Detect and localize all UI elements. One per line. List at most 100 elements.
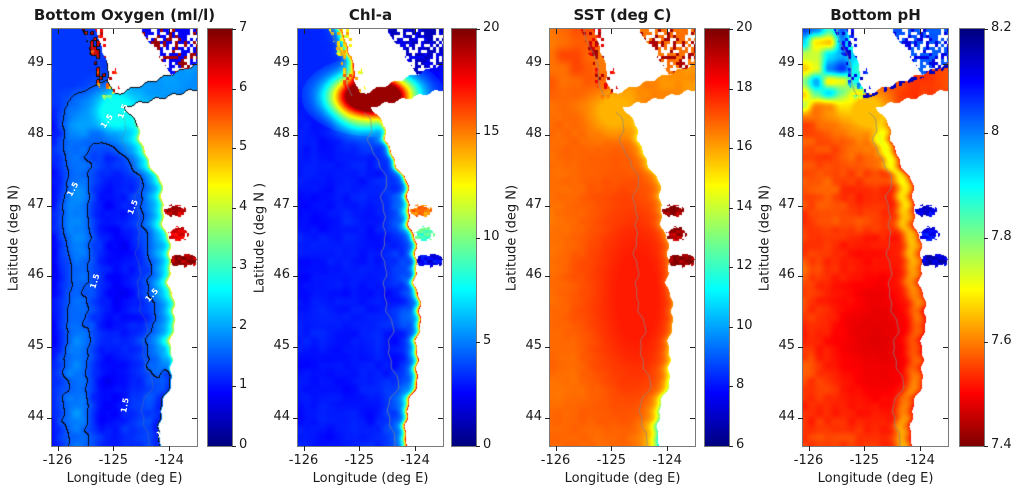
tick-mark [293,276,298,278]
tick-mark [864,29,866,34]
colorbar-tick-mark [729,386,733,388]
tick-mark [690,135,695,137]
colorbar-tick-label: 7 [239,20,248,35]
colorbar-tick-label: 14 [736,198,753,214]
tick-mark [545,347,550,349]
colorbar-tick-mark [476,29,480,30]
colorbar-tick-label: 3 [239,258,248,274]
colorbar-tick-mark [476,237,480,239]
tick-mark [545,276,550,278]
colorbar-tick-mark [232,267,236,269]
tick-mark [798,347,803,349]
y-tick-label: 48 [27,126,44,142]
y-tick-label: 47 [27,196,44,212]
colorbar-tick-label: 15 [483,124,500,140]
y-tick-label: 45 [27,338,44,354]
colorbar-tick-mark [984,446,988,447]
colorbar-tick-label: 8.2 [991,20,1012,35]
x-tick-label: -125 [849,453,880,468]
tick-mark [169,446,171,451]
tick-mark [943,417,948,419]
colorbar-tick-label: 8 [736,377,745,393]
colorbar-tick-mark [984,237,988,239]
tick-mark [690,205,695,207]
tick-mark [47,347,52,349]
y-tick-label: 46 [778,267,795,283]
colorbar-tick-mark [984,29,988,30]
y-tick-label: 44 [778,408,795,424]
tick-mark [47,205,52,207]
y-tick-label: 46 [525,267,542,283]
tick-mark [667,29,669,34]
tick-mark [943,64,948,66]
tick-mark [555,29,557,34]
tick-mark [113,446,115,451]
tick-mark [359,446,361,451]
tick-mark [943,276,948,278]
heatmap-canvas-ph [803,29,948,446]
tick-mark [943,205,948,207]
colorbar-tick-mark [984,133,988,135]
tick-mark [415,29,417,34]
tick-mark [798,417,803,419]
colorbar-tick-mark [729,267,733,269]
tick-mark [690,347,695,349]
tick-mark [438,135,443,137]
x-axis-label: Longitude (deg E) [564,471,681,486]
colorbar-tick-mark [729,326,733,328]
tick-mark [47,417,52,419]
colorbar-tick-mark [984,341,988,343]
x-tick-label: -125 [98,453,129,468]
colorbar-tick-mark [729,207,733,209]
tick-mark [47,64,52,66]
tick-mark [798,276,803,278]
y-tick-label: 47 [273,196,290,212]
colorbar-tick-mark [729,29,733,30]
y-tick-label: 48 [778,126,795,142]
tick-mark [438,417,443,419]
x-tick-label: -124 [905,453,935,468]
tick-mark [192,205,197,207]
x-axis-label: Longitude (deg E) [312,471,429,486]
tick-mark [545,417,550,419]
tick-mark [438,347,443,349]
colorbar-tick-label: 0 [239,437,248,452]
tick-mark [438,205,443,207]
tick-mark [545,135,550,137]
colorbar-tick-label: 7.4 [991,437,1012,452]
tick-mark [415,446,417,451]
tick-mark [943,347,948,349]
tick-mark [192,135,197,137]
colorbar-tick-label: 1 [239,377,248,393]
y-tick-label: 46 [273,267,290,283]
colorbar-tick-label: 4 [239,198,248,214]
y-tick-label: 44 [525,408,542,424]
tick-mark [808,29,810,34]
colorbar-tick-mark [476,133,480,135]
tick-mark [438,64,443,66]
colorbar-tick-label: 7.8 [991,228,1012,244]
tick-mark [169,29,171,34]
panel-title-sst: SST (deg C) [573,6,672,24]
tick-mark [303,446,305,451]
x-tick-label: -124 [154,453,184,468]
tick-mark [555,446,557,451]
x-tick-label: -125 [344,453,375,468]
y-tick-label: 47 [778,196,795,212]
colorbar-canvas-ph [960,29,984,446]
tick-mark [798,64,803,66]
colorbar-tick-label: 2 [239,317,248,333]
colorbar-tick-label: 12 [736,258,753,274]
y-tick-label: 45 [778,338,795,354]
colorbar-canvas-chl [452,29,476,446]
colorbar-tick-mark [476,341,480,343]
colorbar-tick-mark [729,148,733,150]
x-tick-label: -125 [596,453,627,468]
tick-mark [293,205,298,207]
colorbar-tick-mark [232,88,236,90]
tick-mark [359,29,361,34]
tick-mark [798,135,803,137]
tick-mark [920,29,922,34]
tick-mark [920,446,922,451]
